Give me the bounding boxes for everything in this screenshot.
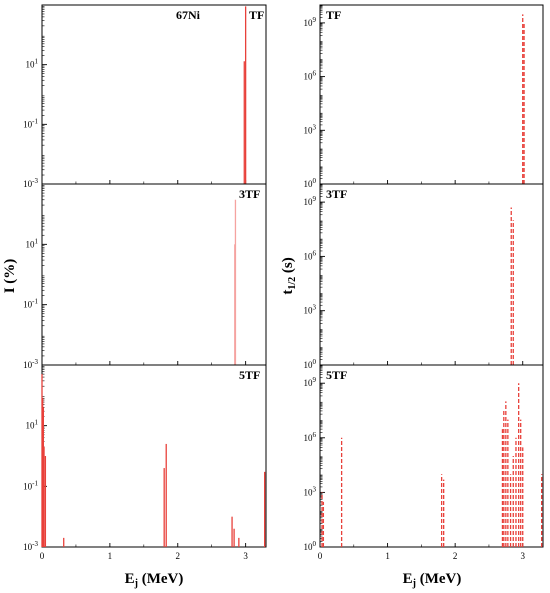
panel-right-0: 109 106 103 100 TF (304, 4, 544, 189)
y-tick-label: 109 (304, 16, 317, 28)
x-tick-label: 2 (453, 551, 458, 561)
y-tick-label: 106 (304, 431, 317, 443)
panel-left-1: 101 10-1 10-3 3TF (23, 183, 267, 370)
x-tick-label: 0 (318, 551, 323, 561)
right-x-axis-title: Ej (MeV) (403, 571, 462, 589)
panel-frame (41, 183, 267, 366)
y-tick-label: 109 (304, 376, 317, 388)
y-tick-label: 100 (304, 540, 317, 552)
y-tick-label: 10-1 (23, 479, 38, 491)
panel-frame (319, 364, 544, 548)
y-tick-label: 10-3 (23, 358, 38, 370)
y-tick-label: 103 (304, 485, 317, 497)
panel-left-0: 101 10-1 10-3 67Ni TF (23, 4, 267, 189)
panel-left-2: 101 10-1 10-30 1 2 3 5TF (23, 364, 267, 561)
y-tick-label: 109 (304, 195, 317, 207)
y-tick-label: 10-1 (23, 117, 38, 129)
mode-label: 3TF (326, 187, 347, 201)
y-tick-label: 106 (304, 70, 317, 82)
y-tick-label: 10-1 (23, 298, 38, 310)
x-tick-label: 1 (385, 551, 390, 561)
y-tick-label: 100 (304, 177, 317, 189)
panel-frame (319, 183, 544, 366)
x-tick-label: 1 (108, 551, 113, 561)
panel-frame (41, 4, 267, 185)
y-tick-label: 10-3 (23, 177, 38, 189)
y-tick-label: 101 (26, 58, 39, 70)
panel-right-1: 109 106 103 100 3TF (304, 183, 544, 370)
mode-label: TF (249, 8, 264, 22)
y-tick-label: 100 (304, 358, 317, 370)
y-tick-label: 103 (304, 123, 317, 135)
y-tick-label: 10-3 (23, 540, 38, 552)
y-tick-label: 101 (26, 419, 39, 431)
x-tick-label: 3 (243, 551, 248, 561)
y-tick-label: 101 (26, 237, 39, 249)
x-tick-label: 0 (40, 551, 45, 561)
panel-frame (319, 4, 544, 185)
mode-label: TF (326, 8, 341, 22)
left-x-axis-title: Ej (MeV) (125, 571, 184, 589)
right-y-axis-title: t1/2 (s) (280, 257, 298, 294)
y-tick-label: 106 (304, 249, 317, 261)
mode-label: 5TF (326, 368, 347, 382)
mode-label: 3TF (239, 187, 260, 201)
left-y-axis-title: I (%) (2, 259, 18, 294)
x-tick-label: 3 (520, 551, 525, 561)
mode-label: 5TF (239, 368, 260, 382)
x-tick-label: 2 (176, 551, 181, 561)
nuclide-label: 67Ni (176, 8, 201, 22)
y-tick-label: 103 (304, 304, 317, 316)
